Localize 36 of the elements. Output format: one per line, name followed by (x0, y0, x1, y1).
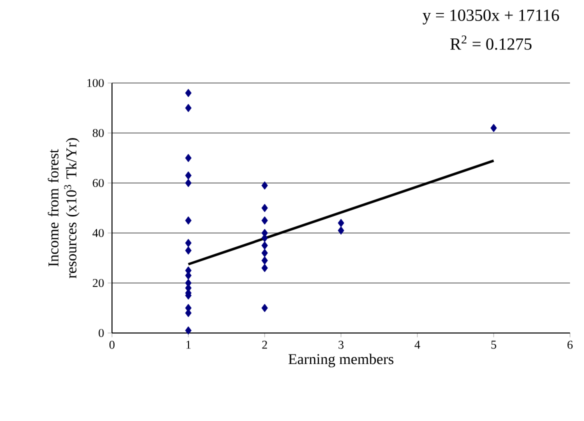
point (185, 326, 192, 335)
x-axis-title: Earning members (288, 354, 394, 368)
point (185, 171, 192, 180)
point (261, 241, 268, 250)
y-tick-label: 40 (92, 228, 104, 238)
point (261, 181, 268, 190)
x-tick-label: 0 (109, 340, 115, 349)
point (185, 246, 192, 255)
point (185, 88, 192, 98)
point (490, 124, 497, 132)
point (261, 256, 268, 265)
point (261, 264, 268, 272)
x-tick-label: 5 (491, 340, 496, 349)
x-tick-label: 6 (568, 340, 573, 349)
y-tick-label: 100 (87, 78, 104, 88)
y-tick-label: 20 (92, 278, 104, 288)
point (261, 304, 268, 312)
x-tick-label: 3 (338, 340, 344, 349)
point (185, 154, 192, 162)
point (185, 238, 192, 248)
point (261, 204, 268, 212)
point (185, 216, 192, 225)
point (261, 216, 268, 225)
point (185, 104, 192, 112)
text: y = 10350x + 17116 (422, 10, 560, 24)
point (261, 248, 268, 258)
y-tick-label: 60 (92, 178, 104, 188)
point (185, 178, 192, 188)
text: R$^{2}$ = 0.1275 (450, 36, 532, 50)
y-tick-label: 80 (92, 128, 104, 138)
x-tick-label: 4 (414, 340, 420, 349)
point (338, 226, 344, 235)
point (338, 218, 344, 228)
x-tick-label: 2 (262, 340, 267, 349)
x-tick-label: 1 (186, 340, 191, 349)
y-tick-label: 0 (98, 328, 104, 338)
